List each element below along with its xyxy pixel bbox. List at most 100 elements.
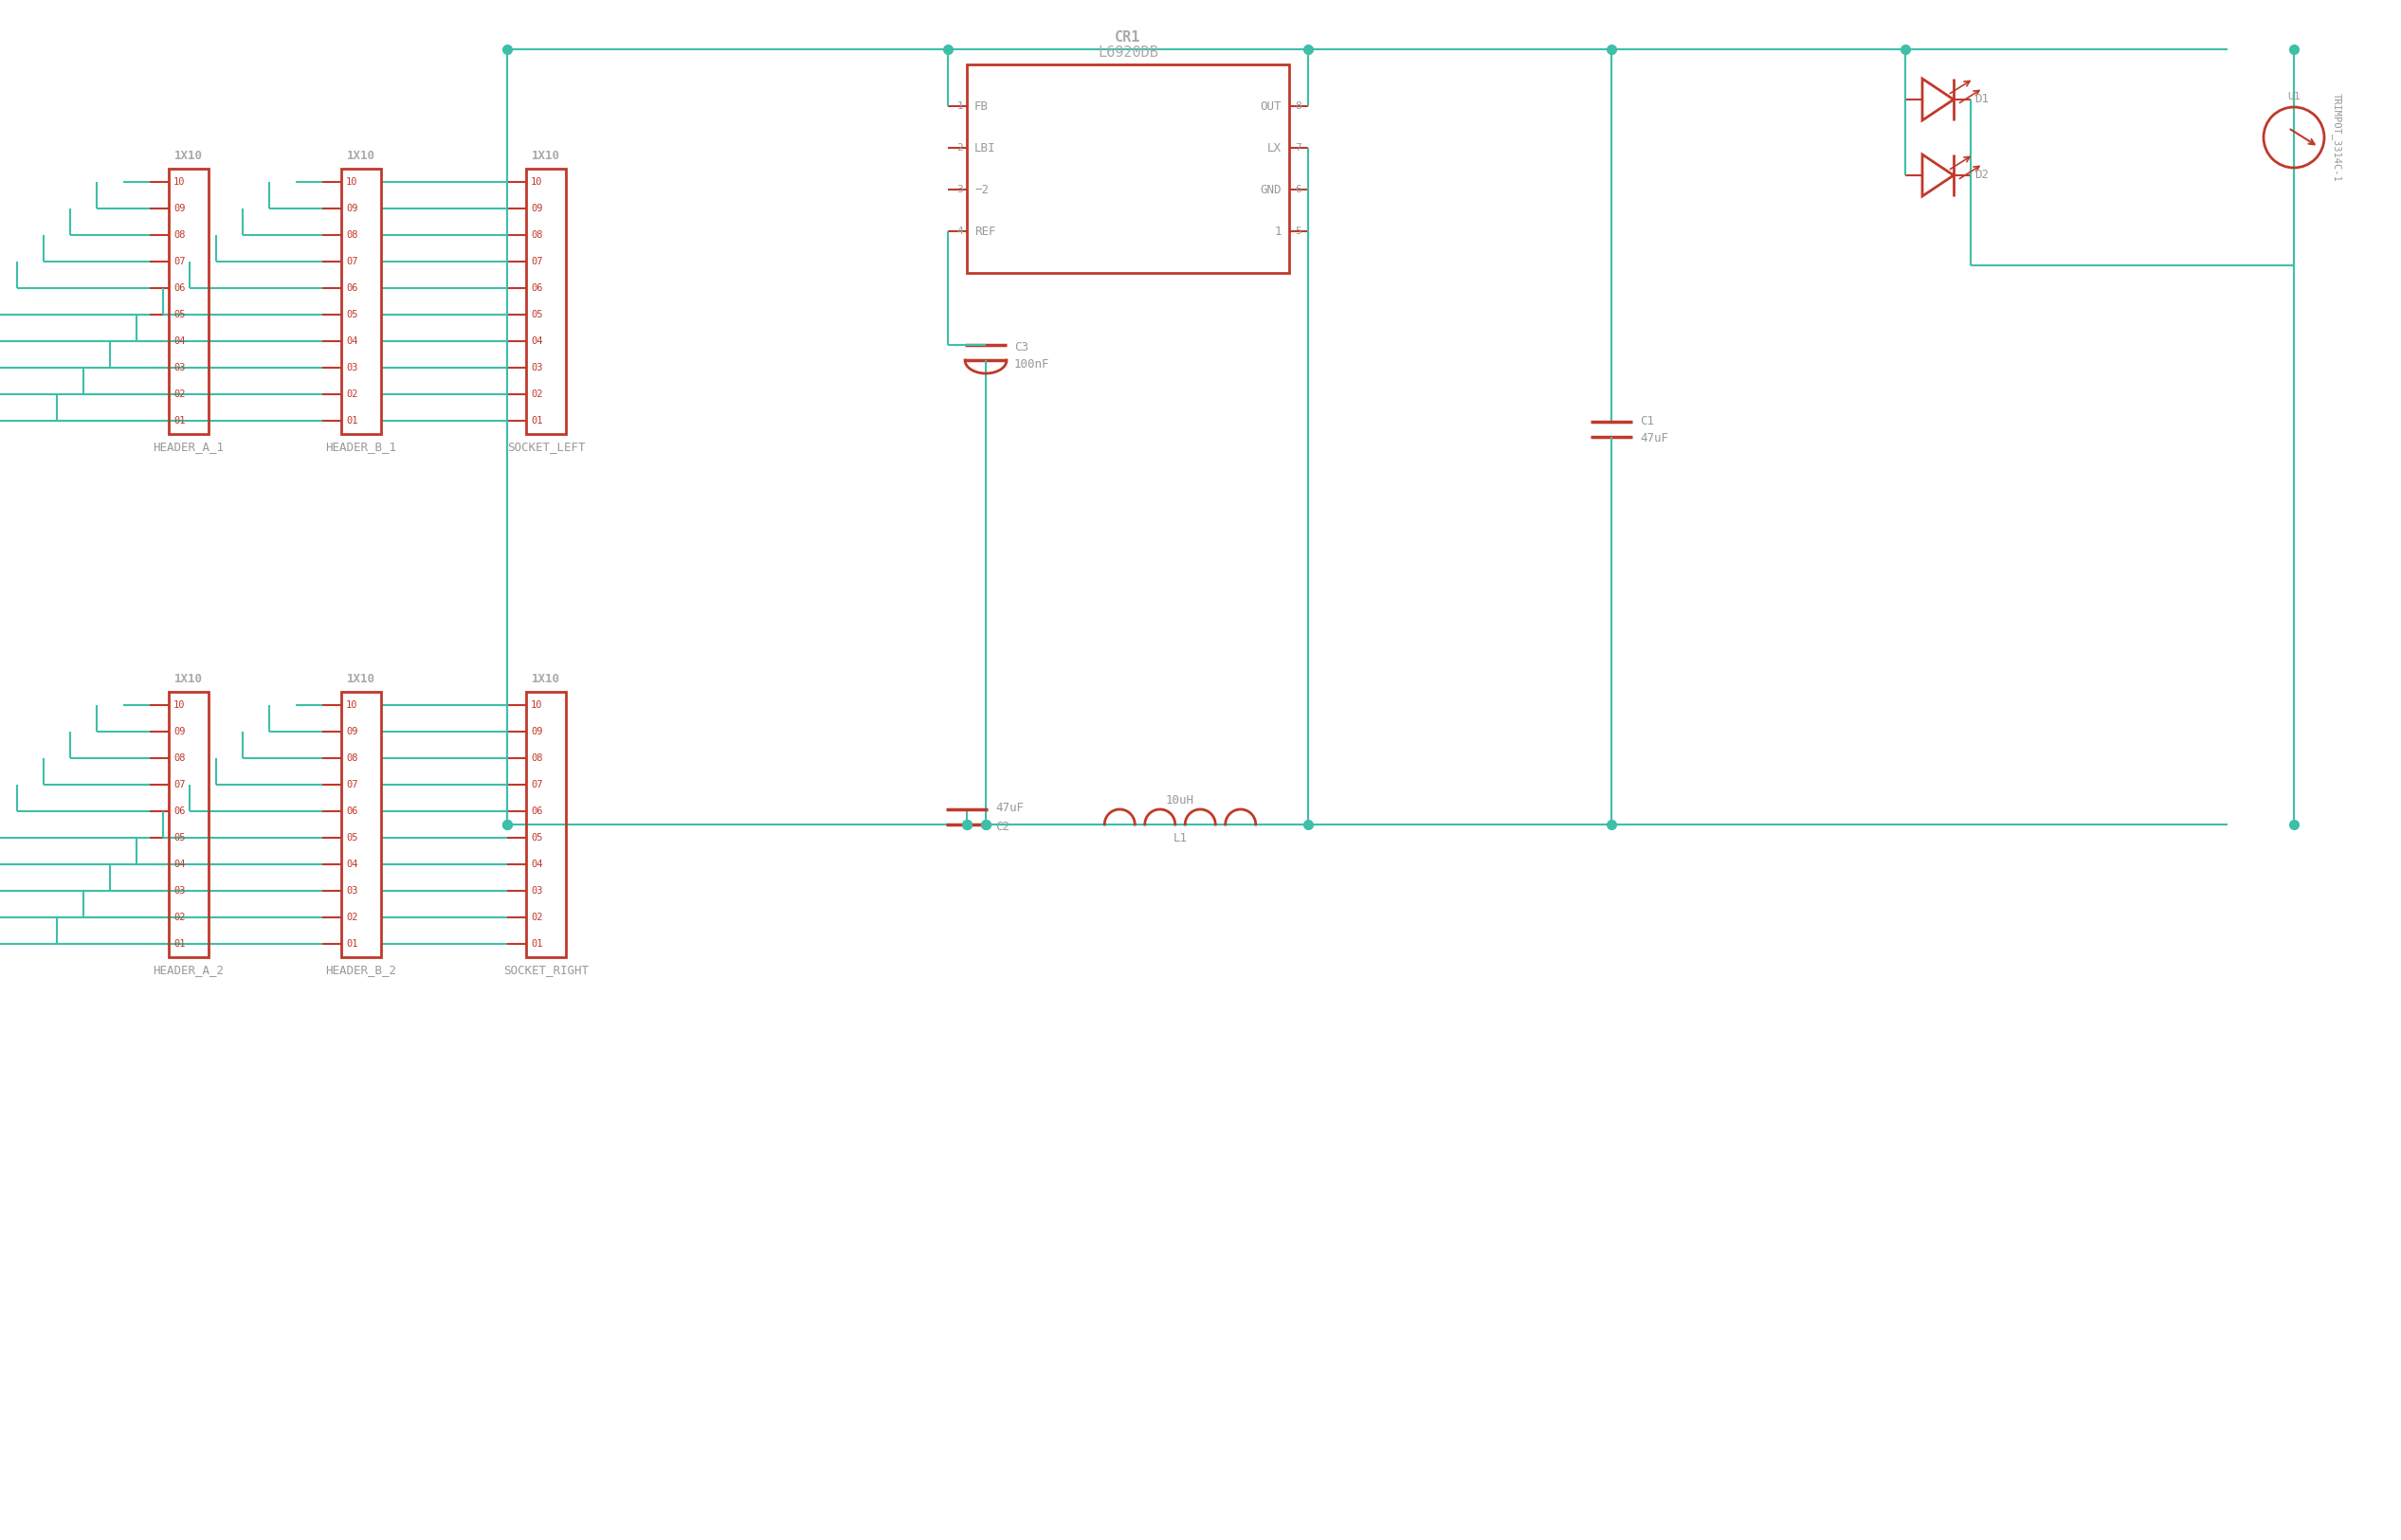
Text: 03: 03 [531, 363, 543, 373]
Text: LX: LX [1268, 142, 1282, 154]
Text: 1X10: 1X10 [175, 673, 202, 685]
Text: 07: 07 [173, 257, 185, 266]
Text: U$1$: U$1$ [2286, 89, 2300, 102]
Text: 06: 06 [346, 283, 358, 293]
Text: 6: 6 [1294, 185, 1301, 194]
Text: 02: 02 [346, 390, 358, 399]
Text: 02: 02 [173, 390, 185, 399]
Text: 3: 3 [956, 185, 963, 194]
Text: 06: 06 [346, 807, 358, 816]
Text: 04: 04 [531, 859, 543, 869]
Text: 07: 07 [346, 257, 358, 266]
Text: 2: 2 [956, 143, 963, 152]
Text: 03: 03 [173, 363, 185, 373]
Text: 10: 10 [531, 177, 543, 186]
Text: 01: 01 [346, 416, 358, 425]
Text: C1: C1 [1640, 416, 1654, 428]
Text: 8: 8 [1294, 102, 1301, 111]
Text: 07: 07 [173, 779, 185, 790]
Text: HEADER_A_2: HEADER_A_2 [154, 964, 223, 976]
Text: 04: 04 [346, 859, 358, 869]
Text: 1X10: 1X10 [531, 149, 559, 162]
Text: 04: 04 [531, 336, 543, 346]
Text: C3: C3 [1013, 340, 1028, 353]
Text: 07: 07 [531, 257, 543, 266]
Text: 08: 08 [531, 753, 543, 762]
Text: OUT: OUT [1261, 100, 1282, 112]
Text: 05: 05 [173, 833, 185, 842]
Text: 1X10: 1X10 [346, 149, 375, 162]
Text: TRIMPOT_3314C-1: TRIMPOT_3314C-1 [2331, 92, 2341, 182]
Text: 05: 05 [531, 833, 543, 842]
Text: 06: 06 [531, 283, 543, 293]
Text: 10: 10 [173, 701, 185, 710]
Text: 10: 10 [346, 177, 358, 186]
Text: 04: 04 [173, 859, 185, 869]
Bar [341, 169, 382, 434]
Text: 05: 05 [346, 833, 358, 842]
Text: 07: 07 [531, 779, 543, 790]
Text: 08: 08 [346, 231, 358, 240]
Text: 08: 08 [531, 231, 543, 240]
Bar [168, 691, 209, 958]
Text: 08: 08 [346, 753, 358, 762]
Text: 07: 07 [346, 779, 358, 790]
Text: 01: 01 [531, 416, 543, 425]
Text: 02: 02 [531, 390, 543, 399]
Text: 1X10: 1X10 [346, 673, 375, 685]
Text: 03: 03 [346, 363, 358, 373]
Text: 10: 10 [346, 701, 358, 710]
Text: 100nF: 100nF [1013, 357, 1049, 370]
Bar [526, 691, 567, 958]
Text: REF: REF [975, 225, 996, 237]
Text: 09: 09 [346, 727, 358, 736]
Text: L1: L1 [1174, 832, 1186, 844]
Text: 05: 05 [173, 310, 185, 319]
Bar [168, 169, 209, 434]
Text: 10: 10 [531, 701, 543, 710]
Text: D1: D1 [1974, 94, 1988, 106]
Text: SOCKET_RIGHT: SOCKET_RIGHT [504, 964, 588, 976]
Text: 05: 05 [346, 310, 358, 319]
Text: 1: 1 [1275, 225, 1282, 237]
Text: 06: 06 [173, 807, 185, 816]
Text: 06: 06 [173, 283, 185, 293]
Text: 47uF: 47uF [1640, 433, 1669, 445]
Text: 05: 05 [531, 310, 543, 319]
Bar [526, 169, 567, 434]
Text: 01: 01 [531, 939, 543, 949]
Text: 5: 5 [1294, 226, 1301, 236]
Text: 01: 01 [346, 939, 358, 949]
Text: 02: 02 [346, 913, 358, 922]
Text: 09: 09 [173, 203, 185, 213]
Text: 09: 09 [531, 203, 543, 213]
Text: 01: 01 [173, 416, 185, 425]
Text: 09: 09 [173, 727, 185, 736]
Text: HEADER_B_2: HEADER_B_2 [327, 964, 396, 976]
Bar [341, 691, 382, 958]
Text: LBI: LBI [975, 142, 996, 154]
Text: 08: 08 [173, 231, 185, 240]
Text: 1: 1 [956, 102, 963, 111]
Text: 02: 02 [531, 913, 543, 922]
Text: 09: 09 [531, 727, 543, 736]
Text: HEADER_B_1: HEADER_B_1 [327, 440, 396, 453]
Text: 10uH: 10uH [1167, 793, 1193, 805]
Text: L6920DB: L6920DB [1097, 46, 1157, 60]
Bar [968, 65, 1289, 273]
Text: GND: GND [1261, 183, 1282, 196]
Text: SOCKET_LEFT: SOCKET_LEFT [507, 440, 586, 453]
Text: −2: −2 [975, 183, 989, 196]
Text: 03: 03 [346, 885, 358, 896]
Text: 02: 02 [173, 913, 185, 922]
Text: CR1: CR1 [1114, 31, 1140, 45]
Text: C2: C2 [996, 821, 1008, 833]
Text: 10: 10 [173, 177, 185, 186]
Text: 1X10: 1X10 [175, 149, 202, 162]
Text: 03: 03 [531, 885, 543, 896]
Text: 04: 04 [173, 336, 185, 346]
Text: 1X10: 1X10 [531, 673, 559, 685]
Text: FB: FB [975, 100, 989, 112]
Text: HEADER_A_1: HEADER_A_1 [154, 440, 223, 453]
Text: 7: 7 [1294, 143, 1301, 152]
